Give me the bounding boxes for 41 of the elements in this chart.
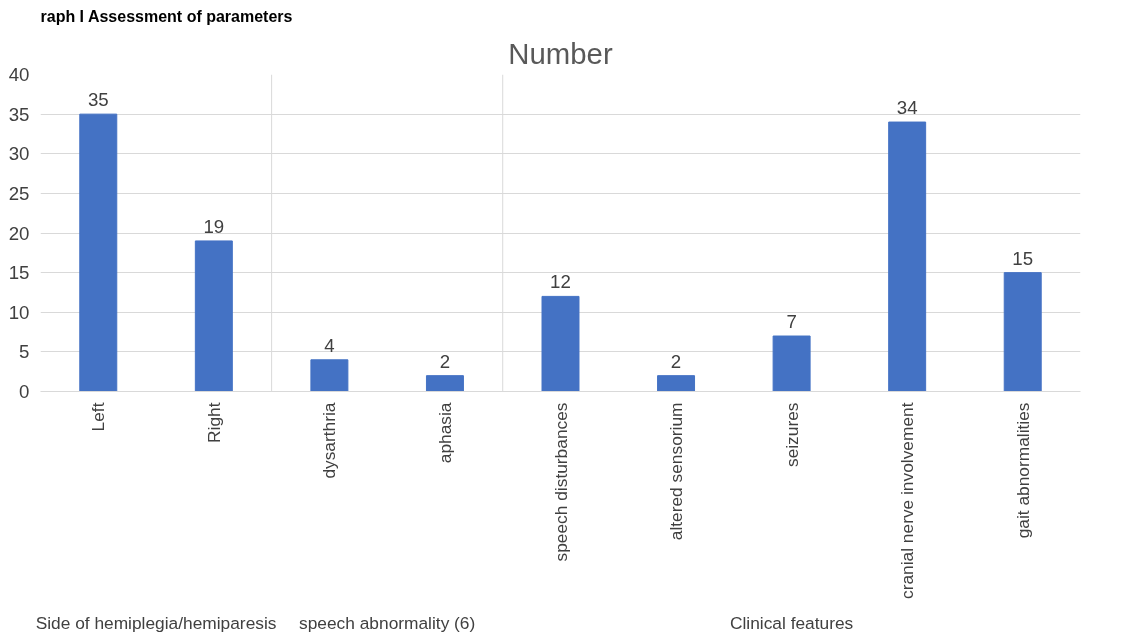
data-label: 2 bbox=[439, 350, 451, 372]
x-tick-label: dysarthria bbox=[319, 402, 340, 479]
y-tick-label: 10 bbox=[8, 301, 30, 323]
bar bbox=[657, 375, 696, 392]
bar bbox=[79, 113, 118, 392]
bar bbox=[194, 240, 233, 392]
text: raph I Assessment of parameters bbox=[40, 7, 293, 25]
bar bbox=[541, 295, 580, 392]
y-tick-label: 20 bbox=[8, 222, 30, 244]
x-tick-label: speech disturbances bbox=[550, 402, 571, 562]
x-tick-label: gait abnormalities bbox=[1012, 402, 1033, 539]
y-tick-label: 0 bbox=[19, 381, 30, 402]
y-tick-label: 15 bbox=[8, 262, 30, 284]
x-tick-label: Right bbox=[203, 402, 224, 443]
x-tick-label: Left bbox=[88, 402, 109, 432]
y-tick-label: 5 bbox=[19, 341, 30, 363]
bar bbox=[1003, 272, 1042, 392]
y-tick-label: 30 bbox=[8, 143, 30, 165]
y-tick-label: 40 bbox=[8, 64, 30, 85]
data-label: 4 bbox=[324, 334, 335, 356]
y-tick-label: 35 bbox=[8, 103, 30, 125]
bar bbox=[310, 359, 349, 392]
text: speech abnormality (6) bbox=[299, 612, 476, 633]
data-label: 34 bbox=[896, 97, 918, 119]
chart-title: Number bbox=[508, 36, 613, 70]
text: Side of hemiplegia/hemiparesis bbox=[35, 612, 277, 633]
x-tick-label: seizures bbox=[781, 402, 802, 468]
x-tick-label: aphasia bbox=[434, 402, 455, 464]
text: Clinical features bbox=[729, 612, 854, 633]
bar bbox=[772, 335, 811, 392]
data-label: 12 bbox=[550, 271, 571, 293]
x-tick-label: altered sensorium bbox=[666, 402, 687, 541]
data-label: 19 bbox=[203, 215, 225, 237]
data-label: 2 bbox=[670, 350, 682, 372]
y-tick-label: 25 bbox=[8, 182, 30, 204]
bar bbox=[425, 375, 464, 392]
data-label: 7 bbox=[786, 311, 797, 333]
data-label: 15 bbox=[1012, 247, 1034, 269]
data-label: 35 bbox=[87, 89, 109, 111]
bar bbox=[888, 121, 927, 392]
x-tick-label: cranial nerve involvement bbox=[897, 402, 918, 599]
